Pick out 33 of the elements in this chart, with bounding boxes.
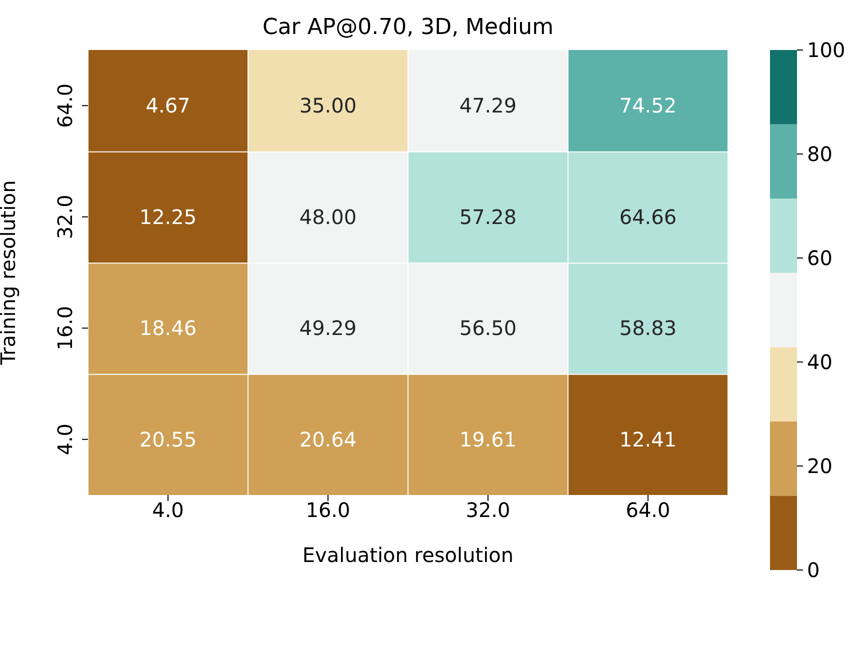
chart-title: Car AP@0.70, 3D, Medium (262, 15, 554, 40)
data-label: 58.83 (619, 316, 677, 340)
data-label: 47.29 (459, 94, 517, 118)
color-bar-label: 80 (807, 142, 832, 166)
color-bar-label: 60 (807, 246, 832, 270)
x-tick-label: 64.0 (626, 498, 670, 522)
data-label: 18.46 (139, 316, 197, 340)
x-tick-label: 16.0 (306, 498, 350, 522)
x-axis-title: Evaluation resolution (302, 543, 514, 567)
data-label: 49.29 (299, 316, 357, 340)
color-bar-label: 100 (807, 38, 846, 62)
data-label: 20.55 (139, 427, 197, 452)
y-axis-title: Training resolution (0, 180, 20, 366)
y-tick-label: 64.0 (53, 83, 77, 128)
data-label: 19.61 (459, 427, 517, 452)
y-tick-label: 16.0 (53, 306, 77, 350)
color-bar-label: 0 (807, 558, 820, 582)
data-label: 4.67 (146, 94, 190, 118)
data-label: 74.52 (619, 94, 677, 118)
data-label: 35.00 (299, 94, 357, 118)
data-label: 56.50 (459, 316, 517, 340)
color-bar-label: 40 (807, 350, 832, 374)
color-bar-label: 20 (807, 454, 832, 478)
data-label: 12.25 (139, 204, 197, 229)
y-tick-label: 32.0 (53, 194, 77, 240)
y-tick-label: 4.0 (53, 423, 77, 456)
data-label: 20.64 (299, 427, 357, 452)
data-label: 64.66 (619, 204, 677, 229)
data-label: 48.00 (299, 204, 357, 229)
x-tick-label: 4.0 (152, 498, 184, 522)
data-label: 12.41 (619, 427, 677, 452)
x-tick-label: 32.0 (466, 498, 510, 522)
data-label: 57.28 (459, 204, 517, 229)
